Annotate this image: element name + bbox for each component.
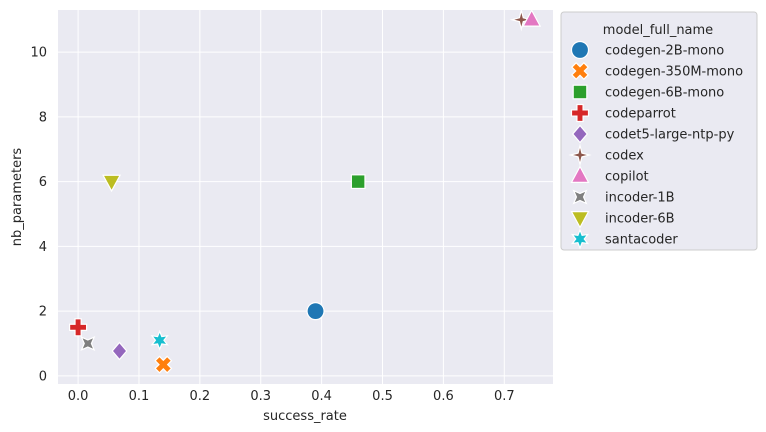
legend-item: codegen-6B-mono bbox=[572, 84, 724, 101]
data-point-codegen-6B-mono bbox=[350, 174, 366, 190]
plot-area bbox=[58, 10, 553, 384]
legend: model_full_name codegen-2B-mono codegen-3… bbox=[560, 11, 758, 251]
grid-lines bbox=[58, 10, 553, 384]
legend-title: model_full_name bbox=[603, 23, 713, 38]
data-point-copilot bbox=[522, 9, 542, 27]
legend-item: copilot bbox=[570, 165, 649, 185]
data-point-codex bbox=[509, 7, 534, 32]
legend-item: codeparrot bbox=[570, 103, 676, 123]
y-tick-label: 0 bbox=[39, 369, 47, 384]
x-tick-label: 0.4 bbox=[311, 389, 332, 404]
legend-label: codex bbox=[605, 149, 644, 164]
legend-item: incoder-1B bbox=[572, 189, 675, 206]
legend-item: codet5-large-ntp-py bbox=[571, 124, 735, 144]
legend-item: codex bbox=[568, 143, 644, 167]
legend-item: codegen-350M-mono bbox=[570, 61, 743, 81]
legend-label: codegen-6B-mono bbox=[605, 86, 724, 101]
y-tick-label: 4 bbox=[39, 240, 47, 255]
data-point-incoder-1B bbox=[80, 336, 96, 351]
legend-item: santacoder bbox=[570, 228, 678, 250]
data-point-santacoder bbox=[150, 329, 169, 351]
legend-label: copilot bbox=[605, 170, 649, 185]
y-tick-label: 6 bbox=[39, 175, 47, 190]
legend-marker bbox=[570, 228, 590, 250]
legend-marker bbox=[570, 165, 590, 183]
x-tick-label: 0.7 bbox=[494, 389, 515, 404]
legend-label: incoder-1B bbox=[605, 191, 675, 206]
x-tick-label: 0.2 bbox=[190, 389, 211, 404]
x-tick-label: 0.0 bbox=[68, 389, 89, 404]
legend-item: incoder-6B bbox=[570, 211, 675, 229]
x-tick-label: 0.6 bbox=[433, 389, 454, 404]
x-tick-label: 0.5 bbox=[372, 389, 393, 404]
legend-label: codegen-350M-mono bbox=[605, 65, 743, 80]
legend-marker bbox=[572, 84, 588, 100]
legend-label: codegen-2B-mono bbox=[605, 44, 724, 59]
legend-marker bbox=[570, 61, 590, 81]
x-tick-label: 0.1 bbox=[129, 389, 150, 404]
legend-label: santacoder bbox=[605, 233, 678, 248]
legend-marker bbox=[570, 211, 590, 229]
legend-label: codet5-large-ntp-py bbox=[605, 128, 735, 143]
y-axis-label: nb_parameters bbox=[10, 148, 25, 247]
legend-marker bbox=[568, 143, 592, 167]
legend-label: incoder-6B bbox=[605, 212, 675, 227]
data-point-codet5-large-ntp-py bbox=[111, 341, 128, 361]
x-tick-label: 0.3 bbox=[250, 389, 271, 404]
data-points bbox=[68, 7, 542, 374]
legend-item: codegen-2B-mono bbox=[570, 40, 724, 60]
legend-marker bbox=[571, 124, 589, 144]
legend-label: codeparrot bbox=[605, 107, 676, 122]
legend-marker bbox=[570, 40, 590, 60]
data-point-codegen-2B-mono bbox=[306, 302, 325, 321]
x-axis-ticks: 0.0 0.1 0.2 0.3 0.4 0.5 0.6 0.7 bbox=[68, 389, 515, 404]
data-point-codegen-350M-mono bbox=[154, 355, 173, 374]
y-tick-label: 10 bbox=[30, 46, 47, 61]
y-tick-label: 2 bbox=[39, 305, 47, 320]
data-point-incoder-6B bbox=[102, 174, 122, 193]
y-tick-label: 8 bbox=[39, 110, 47, 125]
y-axis-ticks: 0 2 4 6 8 10 bbox=[30, 46, 47, 385]
legend-marker bbox=[572, 189, 588, 205]
x-axis-label: success_rate bbox=[263, 409, 347, 424]
legend-box bbox=[560, 11, 758, 251]
data-point-codeparrot bbox=[68, 318, 88, 337]
legend-marker bbox=[570, 103, 590, 123]
